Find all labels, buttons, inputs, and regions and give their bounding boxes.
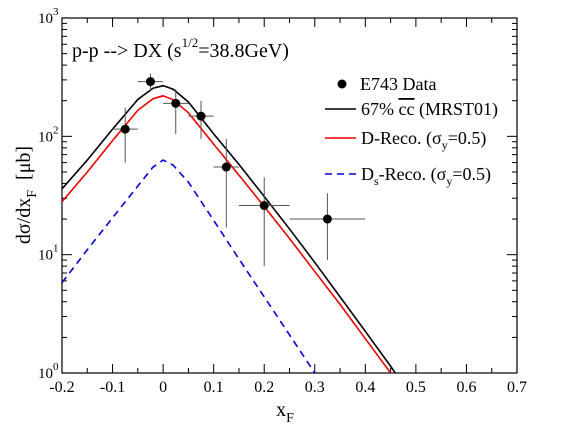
series-line-2 — [62, 159, 317, 373]
x-tick-label: -0.1 — [100, 379, 125, 396]
data-point — [259, 201, 269, 211]
x-tick-labels: -0.2 -0.1 0 0.1 0.2 0.3 0.4 0.5 0.6 0.7 — [49, 379, 527, 396]
data-point — [221, 162, 231, 172]
legend-label-dsreco: Ds-Reco. (σy=0.5) — [361, 164, 491, 188]
x-tick-label: 0.3 — [305, 379, 325, 396]
legend-dreco-sub: y — [442, 138, 448, 152]
y-axis-label-sub: F — [25, 190, 40, 198]
legend-label-data: E743 Data — [360, 74, 436, 94]
legend-label-dreco: D-Reco. (σy=0.5) — [361, 128, 486, 152]
legend-label-mrst: 67% cc (MRST01) — [361, 99, 498, 120]
y-tick-exponent: 0 — [53, 361, 59, 373]
x-tick-label: -0.2 — [49, 379, 74, 396]
series-line-1 — [62, 95, 392, 373]
x-axis-label: xF — [276, 399, 294, 426]
y-axis-label-main: dσ/dx — [13, 198, 35, 244]
series-line-0 — [62, 84, 397, 373]
y-tick-base: 10 — [38, 11, 53, 27]
e743-data-points — [112, 73, 366, 267]
x-tick-label: 0.1 — [204, 379, 224, 396]
legend-dsreco-mid: -Reco. (σ — [379, 164, 447, 185]
x-tick-label: 0.5 — [406, 379, 426, 396]
x-tick-label: 0.2 — [254, 379, 274, 396]
x-axis-label-sub: F — [286, 411, 294, 426]
x-tick-label: 0.4 — [355, 379, 375, 396]
y-tick-exponent: 1 — [53, 243, 59, 255]
legend-data-marker — [337, 79, 347, 89]
legend-dsreco-sub1: s — [374, 174, 379, 188]
y-tick-base: 10 — [38, 129, 53, 145]
y-axis-label-unit: [μb] — [13, 146, 35, 180]
y-tick-label: 100 — [38, 361, 59, 382]
annotation-tail: =38.8GeV) — [198, 40, 289, 62]
data-point — [196, 111, 206, 121]
y-axis-label: dσ/dxF [μb] — [13, 146, 40, 244]
annotation-exponent: 1/2 — [182, 35, 199, 50]
legend-mrst-post: (MRST01) — [414, 99, 498, 120]
x-tick-label: 0.7 — [507, 379, 527, 396]
y-tick-exponent: 3 — [53, 6, 59, 18]
legend-dsreco-pre: D — [361, 164, 374, 184]
y-tick-label: 103 — [38, 6, 59, 27]
x-axis-label-main: x — [276, 399, 286, 421]
data-point — [322, 214, 332, 224]
y-tick-base: 10 — [38, 366, 53, 382]
axis-ticks — [61, 17, 518, 374]
y-tick-base: 10 — [38, 248, 53, 264]
data-point — [120, 124, 130, 134]
x-tick-label: 0.6 — [456, 379, 476, 396]
y-tick-label: 102 — [38, 124, 59, 145]
annotation-base: p-p --> DX (s — [72, 40, 182, 62]
legend-dsreco-post: =0.5) — [452, 164, 491, 185]
legend-dsreco-sub2: y — [446, 174, 452, 188]
y-tick-exponent: 2 — [53, 124, 59, 136]
legend: E743 Data 67% cc (MRST01) D-Reco. (σy=0.… — [325, 74, 498, 188]
data-point — [171, 98, 181, 108]
model-curves — [62, 84, 397, 373]
legend-mrst-pre: 67% — [361, 99, 399, 119]
y-tick-label: 101 — [38, 243, 59, 264]
data-point — [145, 77, 155, 87]
legend-dreco-post: =0.5) — [448, 128, 487, 149]
process-annotation: p-p --> DX (s1/2=38.8GeV) — [72, 35, 289, 62]
x-tick-label: 0 — [159, 379, 167, 396]
legend-mrst-over: cc — [399, 99, 415, 119]
legend-dreco-pre: D-Reco. (σ — [361, 128, 442, 149]
